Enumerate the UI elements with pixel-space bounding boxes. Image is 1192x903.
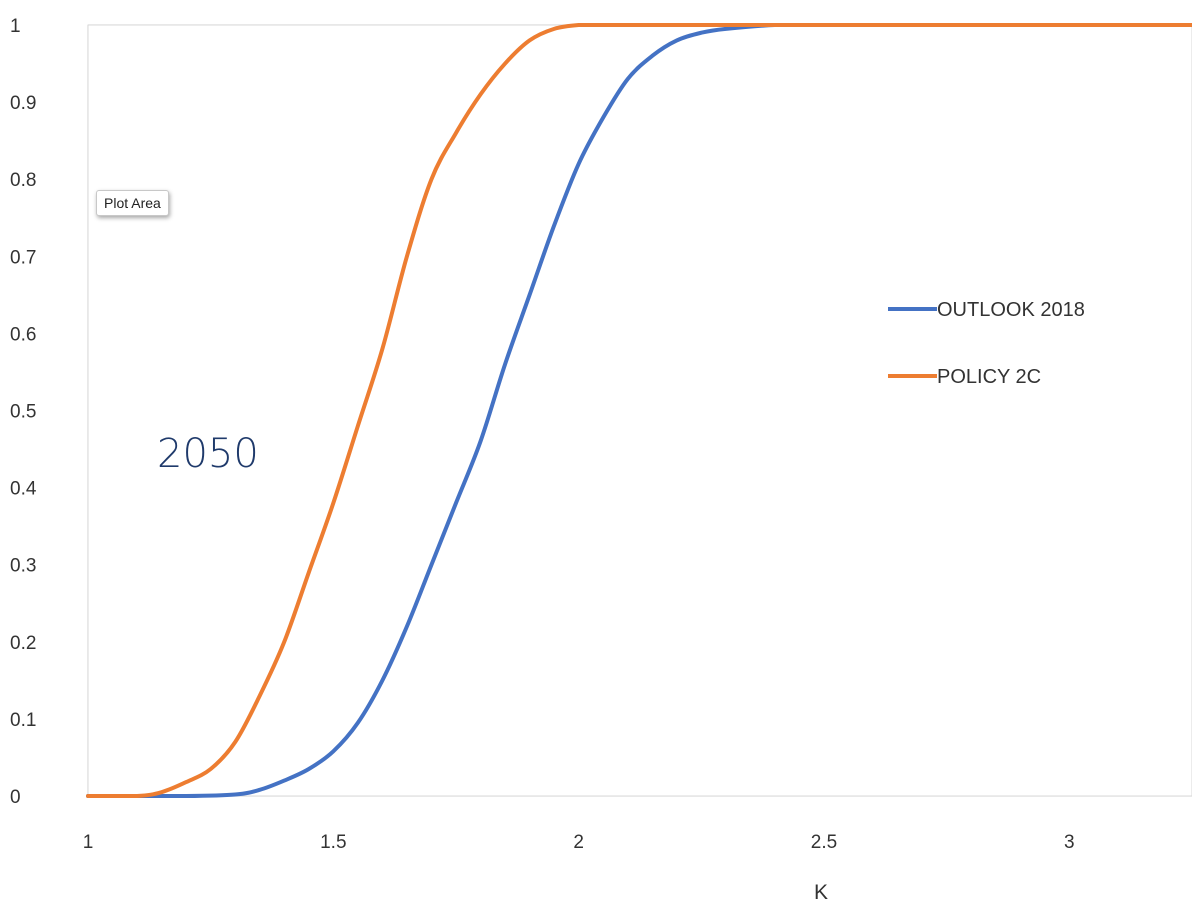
plot-area-frame[interactable] xyxy=(87,24,1192,797)
y-tick-label: 0.8 xyxy=(10,170,36,191)
y-tick-label: 0 xyxy=(10,787,21,808)
series-line-policy-2c[interactable] xyxy=(86,22,1192,798)
y-tick-label: 1 xyxy=(10,16,21,37)
y-tick-label: 0.9 xyxy=(10,93,36,114)
x-tick-label: 1.5 xyxy=(320,832,346,853)
x-tick-label: 2 xyxy=(573,832,584,853)
y-tick-label: 0.2 xyxy=(10,633,36,654)
y-tick-label: 0.5 xyxy=(10,402,36,423)
y-tick-label: 0.1 xyxy=(10,710,36,731)
legend-label: OUTLOOK 2018 xyxy=(937,299,1085,321)
y-tick-label: 0.6 xyxy=(10,324,36,345)
plot-area[interactable] xyxy=(87,24,1192,797)
x-tick-label: 3 xyxy=(1064,832,1075,853)
y-tick-label: 0.7 xyxy=(10,247,36,268)
legend: OUTLOOK 2018 POLICY 2C xyxy=(888,299,1085,388)
legend-label: POLICY 2C xyxy=(937,366,1041,388)
x-tick-label: 2.5 xyxy=(811,832,837,853)
year-annotation: 2050 xyxy=(157,431,259,477)
plot-area-tooltip: Plot Area xyxy=(96,190,169,216)
y-tick-label: 0.3 xyxy=(10,556,36,577)
x-axis-title: K xyxy=(814,881,828,903)
x-axis-tick-labels: 1 1.5 2 2.5 3 xyxy=(83,832,1075,853)
x-tick-label: 1 xyxy=(83,832,94,853)
series-lines xyxy=(86,22,1192,799)
y-tick-label: 0.4 xyxy=(10,479,37,500)
y-axis-tick-labels: 0 0.1 0.2 0.3 0.4 0.5 0.6 0.7 0.8 0.9 1 xyxy=(10,16,37,808)
